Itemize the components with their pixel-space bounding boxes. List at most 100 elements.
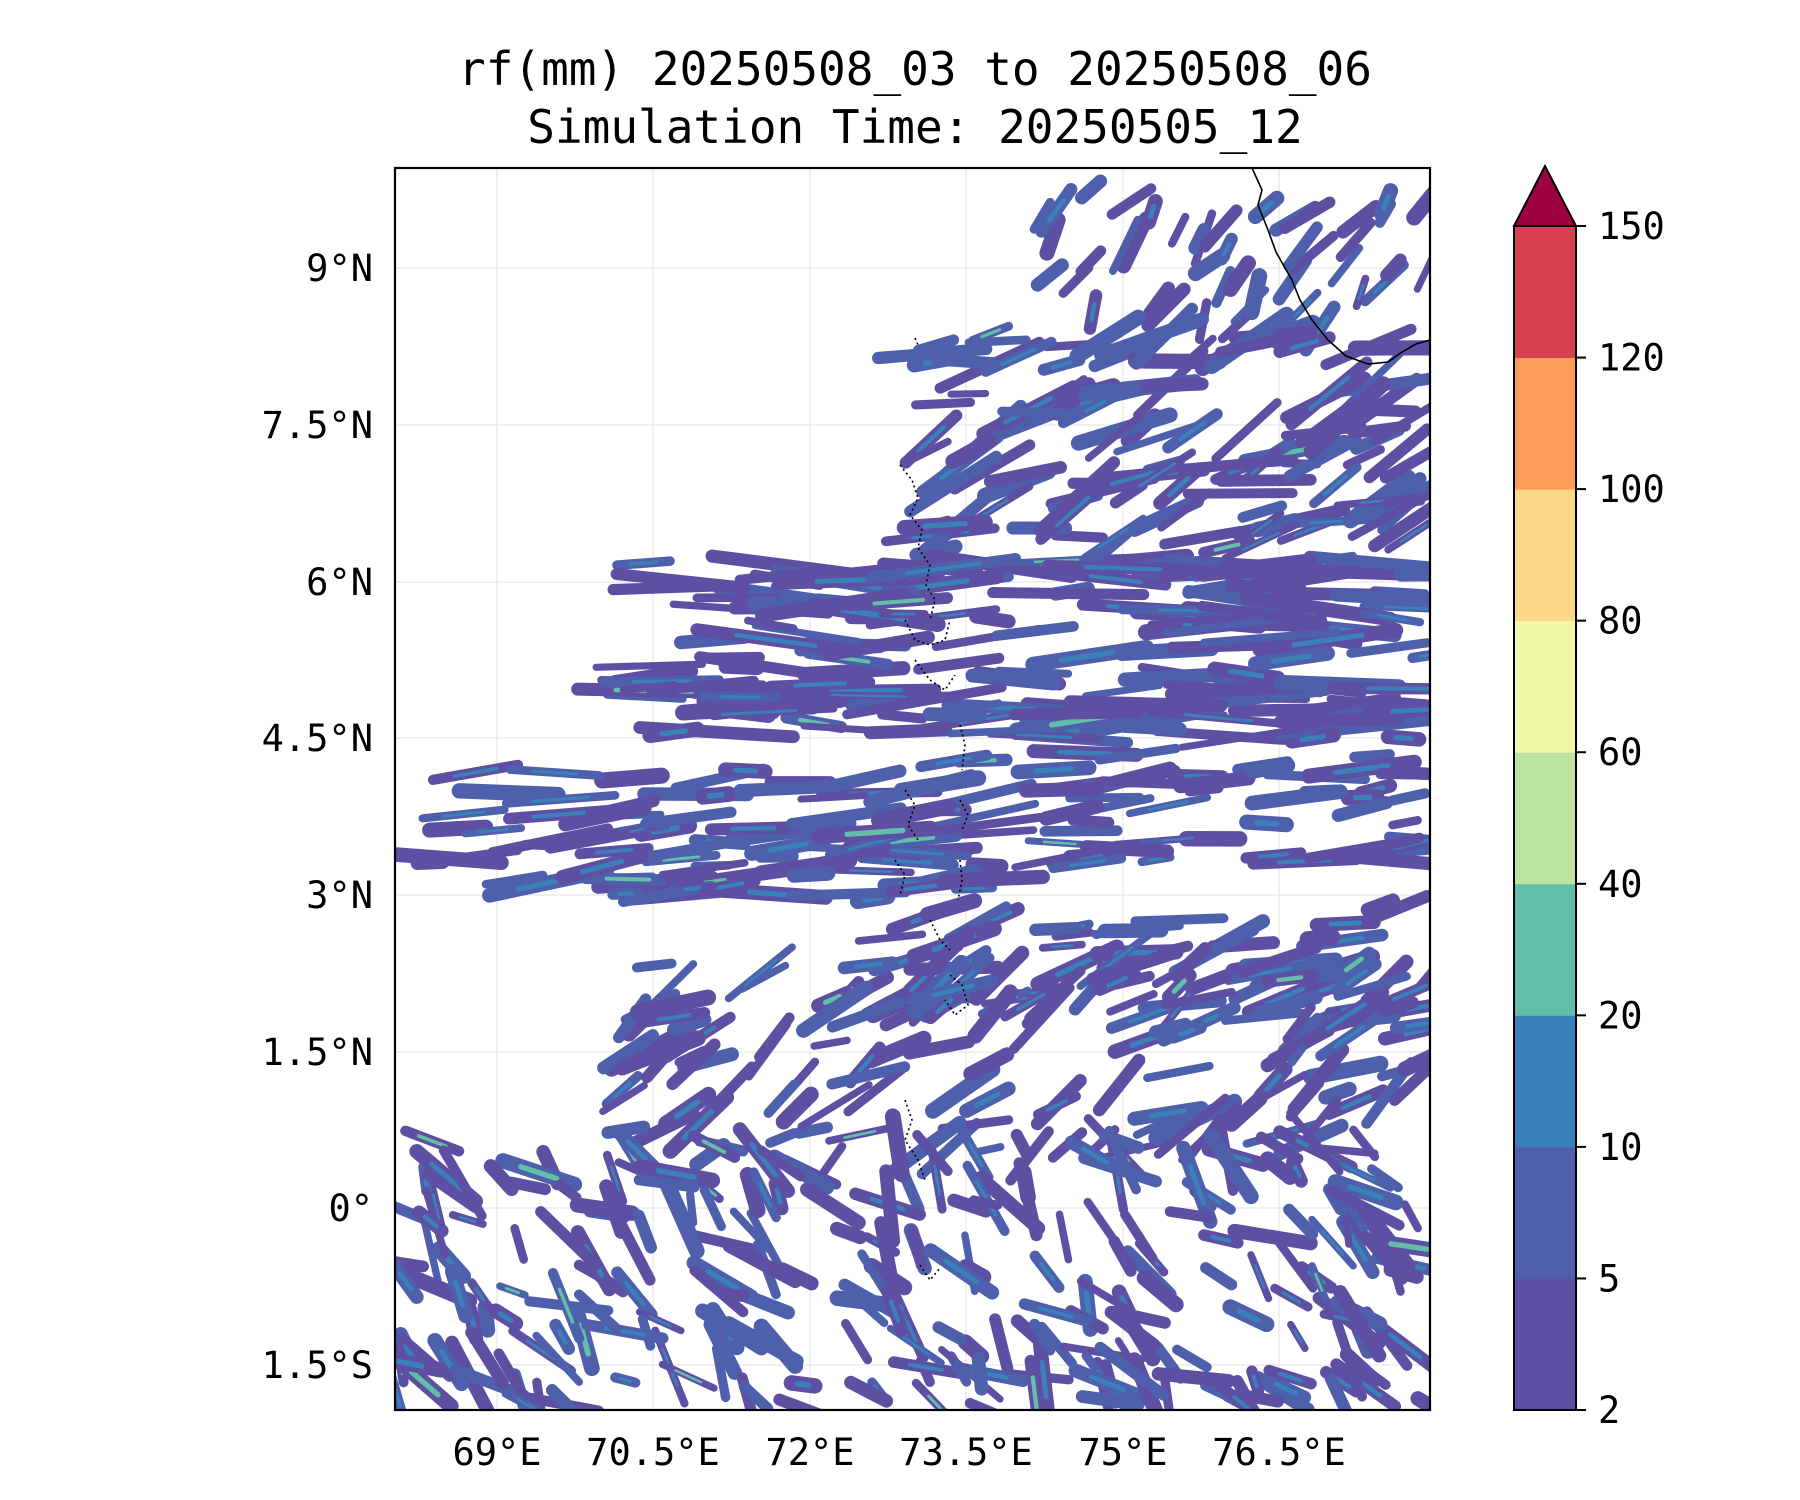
rain-cell-core <box>395 1357 425 1369</box>
rain-cell-core <box>901 1335 930 1356</box>
rain-cell <box>1283 221 1323 272</box>
rain-cell-core <box>1381 193 1391 211</box>
rain-cell <box>689 1265 749 1318</box>
rain-cell-core <box>849 869 893 874</box>
rain-cell <box>1039 799 1105 826</box>
lat-tick-7.5N: 7.5°N <box>262 404 373 447</box>
rain-cell <box>785 802 907 830</box>
rain-cell <box>1104 1305 1161 1352</box>
rain-cell <box>1244 784 1348 811</box>
rain-cell <box>1287 230 1339 275</box>
rain-cell-core <box>618 1376 633 1384</box>
rain-cell-core <box>1106 975 1129 988</box>
rain-cell-core <box>498 1311 514 1323</box>
rain-cell <box>1030 258 1069 292</box>
rain-cell-core <box>855 1054 875 1076</box>
rain-cell <box>826 1061 911 1090</box>
rain-cell-core <box>662 855 701 862</box>
rain-cell <box>1097 776 1184 789</box>
rain-cell <box>1085 699 1144 719</box>
rain-cell <box>1324 1372 1353 1410</box>
rain-cell <box>1120 1209 1158 1263</box>
rain-cell <box>877 709 928 724</box>
rain-cell-core <box>716 881 745 890</box>
lon-tick-75: 75°E <box>1078 1431 1167 1474</box>
colorbar-extend-arrow <box>1512 163 1578 227</box>
rain-cell <box>1050 530 1109 543</box>
rain-cell <box>1200 1262 1238 1291</box>
rain-cell <box>633 1174 700 1193</box>
rain-cell <box>1227 1223 1318 1251</box>
rain-cell-core <box>477 828 509 834</box>
rain-cell <box>1141 282 1191 333</box>
colorbar-band <box>1514 357 1576 490</box>
rain-cell <box>594 767 670 789</box>
rain-cell <box>1010 1314 1046 1347</box>
rain-cell-core <box>907 1362 944 1373</box>
rain-cell <box>438 1145 487 1221</box>
rain-cell-core <box>1166 475 1191 498</box>
rain-cell <box>573 1289 622 1334</box>
rain-cell <box>829 1290 893 1313</box>
rain-cell-core <box>1389 707 1430 714</box>
rain-cell-core <box>848 836 893 851</box>
rain-cell-core <box>822 993 843 1005</box>
rain-cell-core <box>452 766 499 778</box>
rain-cell <box>1381 490 1430 508</box>
rainfall-field <box>395 174 1430 1410</box>
rain-cell-core <box>408 1369 441 1398</box>
rain-cell-core <box>743 958 778 987</box>
rain-cell-core <box>1308 375 1350 411</box>
rain-cell <box>419 1210 444 1294</box>
rain-cell <box>545 1384 577 1410</box>
colorbar-band <box>1514 752 1576 885</box>
rain-cell <box>1092 1053 1146 1117</box>
rain-cell <box>907 1224 927 1271</box>
rain-cell-core <box>980 328 1002 339</box>
rain-cell <box>614 1030 706 1076</box>
rain-cell <box>1151 1367 1236 1388</box>
rain-cell <box>699 1185 726 1232</box>
rain-cell <box>449 1363 530 1402</box>
rain-cell <box>1075 174 1108 205</box>
rain-cell <box>842 682 1007 720</box>
rain-cell <box>863 1030 932 1069</box>
rain-cell <box>1410 1391 1430 1410</box>
rain-cell <box>658 859 749 879</box>
rain-cell <box>830 1221 868 1245</box>
rain-cell <box>1116 211 1154 274</box>
rain-cell <box>1011 841 1127 872</box>
lon-tick-73.5: 73.5°E <box>899 1431 1033 1474</box>
rain-cell <box>1075 1390 1145 1410</box>
rain-cell <box>863 1257 913 1296</box>
rain-cell-core <box>730 825 777 832</box>
rain-cell <box>626 833 754 866</box>
rain-cell <box>1183 334 1217 366</box>
colorbar-label: 120 <box>1598 337 1665 380</box>
rain-cell-core <box>1257 852 1290 859</box>
rain-cell-core <box>1080 1146 1110 1165</box>
rain-cell-core <box>757 1181 773 1208</box>
rain-cell-core <box>397 1270 414 1292</box>
rain-cell-core <box>1293 298 1312 317</box>
rain-cell-core <box>794 1380 812 1388</box>
rain-cell-core <box>1332 763 1391 776</box>
rain-cell-core <box>631 678 693 684</box>
rain-cell-core <box>963 886 985 891</box>
rain-cell-core <box>904 561 982 576</box>
rain-cell <box>1331 832 1425 863</box>
rain-cell <box>1164 1206 1214 1223</box>
rain-cell <box>510 1224 529 1264</box>
rain-cell-core <box>531 810 587 819</box>
rain-cell <box>640 806 737 830</box>
rain-cell <box>841 1319 873 1365</box>
rain-cell <box>871 342 993 365</box>
rain-cell <box>666 1038 721 1091</box>
rain-cell-core <box>933 1164 942 1197</box>
rain-cell-core <box>1388 1241 1430 1252</box>
rain-cell-core <box>1247 966 1292 978</box>
rain-cell-core <box>1171 978 1187 995</box>
india-coastline <box>1251 167 1431 365</box>
rain-cell <box>1084 409 1147 462</box>
rain-cell-core <box>1088 574 1143 584</box>
